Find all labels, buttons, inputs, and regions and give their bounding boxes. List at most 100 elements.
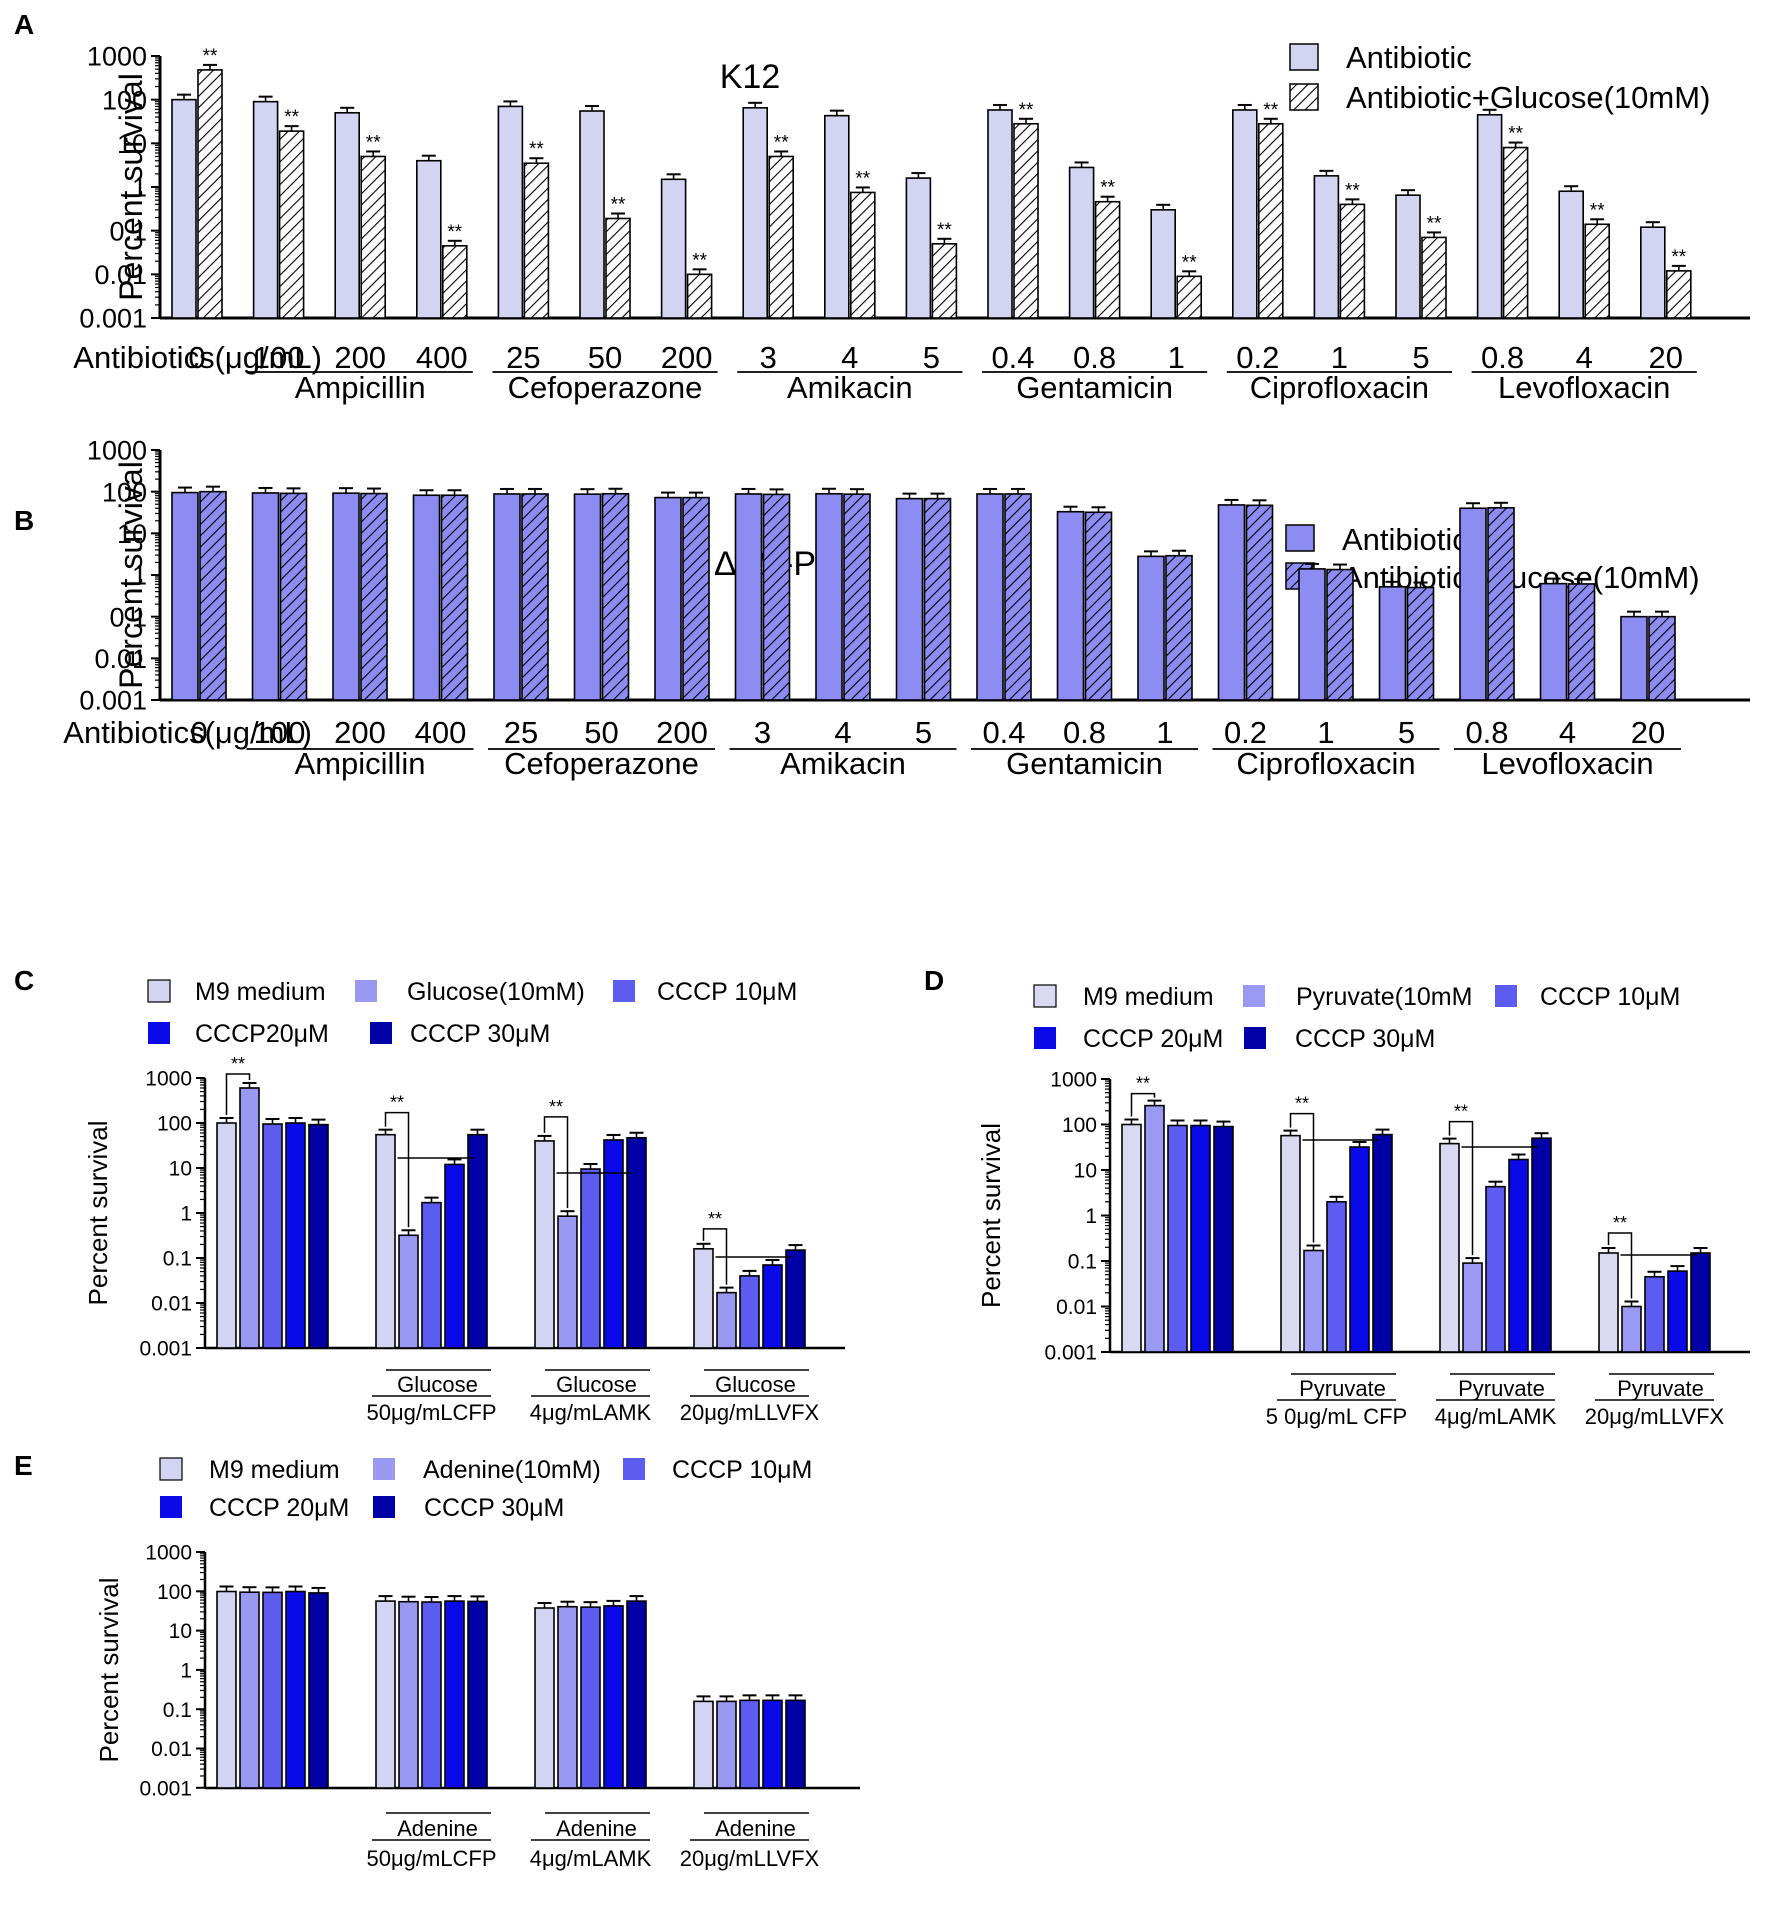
bar-cccp10 bbox=[580, 1606, 601, 1789]
x-dose-label: 3 bbox=[754, 715, 771, 750]
group-label-top: Glucose bbox=[715, 1372, 796, 1397]
legend-label-antibiotic-b: Antibiotic bbox=[1342, 522, 1468, 557]
bar-antibiotic bbox=[332, 492, 360, 701]
y-tick-label: 0.01 bbox=[94, 260, 147, 290]
bar-cccp30 bbox=[308, 1592, 329, 1789]
bar-antibiotic bbox=[1476, 113, 1503, 319]
significance-marker: ** bbox=[1295, 1094, 1309, 1114]
significance-bracket bbox=[225, 1073, 251, 1115]
panel-d-legend: M9 medium Pyruvate(10mM CCCP 10μM CCCP 2… bbox=[1033, 983, 1680, 1053]
y-tick-label: 0.01 bbox=[151, 1293, 192, 1316]
group-label-bottom: 50μg/mLCFP bbox=[366, 1846, 496, 1871]
bar-antibiotic bbox=[415, 159, 442, 319]
bar-cccp30 bbox=[626, 1136, 647, 1349]
bar-m9 bbox=[534, 1607, 555, 1789]
bar-antibiotic-glucose bbox=[923, 497, 952, 701]
drug-label: Gentamicin bbox=[1016, 370, 1173, 405]
group-label-bottom: 50μg/mLCFP bbox=[366, 1400, 496, 1425]
y-tick-label: 0.01 bbox=[151, 1738, 192, 1761]
legend-swatch-c-m9 bbox=[147, 979, 171, 1003]
bar-cccp30 bbox=[1690, 1252, 1711, 1353]
bar-treatment bbox=[1462, 1262, 1483, 1353]
x-dose-label: 1 bbox=[1317, 715, 1334, 750]
x-dose-label: 50 bbox=[588, 340, 622, 375]
bar-antibiotic bbox=[1539, 582, 1568, 701]
bar-m9 bbox=[693, 1248, 714, 1349]
significance-marker: ** bbox=[1590, 200, 1605, 221]
bar-antibiotic bbox=[1137, 555, 1165, 701]
x-dose-label: 0.4 bbox=[982, 715, 1025, 750]
y-tick-label: 0.01 bbox=[94, 644, 147, 674]
legend-swatch-antibiotic-b bbox=[1285, 524, 1315, 552]
group-label-top: Glucose bbox=[556, 1372, 637, 1397]
x-dose-label: 400 bbox=[415, 715, 467, 750]
drug-label: Cefoperazone bbox=[504, 746, 699, 781]
legend-label-e-cccp30: CCCP 30μM bbox=[424, 1494, 564, 1522]
group-label-top: Pyruvate bbox=[1458, 1376, 1545, 1401]
legend-swatch-c-glucose bbox=[355, 980, 377, 1002]
bar-antibiotic-glucose bbox=[199, 490, 227, 701]
bar-cccp30 bbox=[1531, 1137, 1552, 1353]
y-tick-label: 10 bbox=[169, 1158, 192, 1181]
bar-m9 bbox=[1598, 1252, 1619, 1353]
significance-marker: ** bbox=[1508, 124, 1523, 145]
y-tick-label: 1 bbox=[1085, 1205, 1097, 1228]
bar-antibiotic-glucose bbox=[1487, 506, 1515, 701]
bar-cccp20 bbox=[1349, 1146, 1370, 1353]
bar-antibiotic bbox=[1395, 194, 1421, 319]
legend-swatch-e-cccp20 bbox=[160, 1496, 182, 1518]
y-tick-label: 0.1 bbox=[109, 602, 147, 632]
bar-m9 bbox=[1280, 1134, 1301, 1353]
bar-cccp20 bbox=[762, 1699, 783, 1789]
significance-marker: ** bbox=[366, 132, 381, 153]
significance-marker: ** bbox=[611, 194, 626, 215]
panel-label-c: C bbox=[14, 965, 34, 996]
bar-m9 bbox=[375, 1600, 396, 1789]
legend-label-d-cccp30: CCCP 30μM bbox=[1295, 1025, 1435, 1053]
bar-antibiotic-glucose bbox=[521, 493, 549, 701]
bar-antibiotic bbox=[252, 100, 279, 319]
y-tick-label: 0.001 bbox=[79, 686, 147, 716]
significance-bracket bbox=[1289, 1112, 1315, 1243]
significance-marker: ** bbox=[1100, 178, 1115, 199]
y-tick-label: 1000 bbox=[145, 1068, 192, 1091]
panel-d-plot: 1000 100 10 1 0.1 0.01 0.001 Percent survival Py… bbox=[976, 1069, 1750, 1429]
bar-antibiotic-glucose bbox=[1084, 511, 1113, 701]
y-tick-label: 1000 bbox=[1050, 1069, 1097, 1092]
y-tick-label: 10 bbox=[1074, 1160, 1097, 1183]
bar-antibiotic-glucose bbox=[849, 191, 876, 319]
significance-marker: ** bbox=[1454, 1102, 1468, 1122]
bar-antibiotic-glucose bbox=[1258, 122, 1284, 319]
bar-treatment bbox=[398, 1600, 419, 1789]
legend-swatch-e-m9 bbox=[159, 1457, 183, 1481]
bar-antibiotic bbox=[497, 105, 524, 319]
y-tick-label: 0.001 bbox=[139, 1777, 192, 1800]
y-axis-title: Percent survival bbox=[976, 1123, 1006, 1308]
y-tick-label: 1 bbox=[132, 561, 147, 591]
bar-treatment bbox=[239, 1087, 260, 1349]
bar-cccp10 bbox=[421, 1601, 442, 1789]
bar-antibiotic-glucose bbox=[1339, 203, 1366, 319]
legend-label-d-cccp20: CCCP 20μM bbox=[1083, 1025, 1223, 1053]
bar-cccp20 bbox=[1508, 1158, 1529, 1353]
x-dose-label: 0.2 bbox=[1224, 715, 1267, 750]
bar-antibiotic bbox=[815, 492, 843, 701]
panel-a: K12 Antibiotic Antibiotic+Glucose(10mM) … bbox=[73, 40, 1750, 405]
panel-c-plot: 1000 100 10 1 0.1 0.01 0.001 Percent survival Gl… bbox=[83, 1054, 845, 1425]
bar-cccp10 bbox=[580, 1168, 601, 1349]
y-axis-title: Percent survival bbox=[113, 461, 149, 689]
bar-cccp10 bbox=[739, 1275, 760, 1349]
drug-label: Ciprofloxacin bbox=[1236, 746, 1415, 781]
bar-antibiotic bbox=[905, 177, 932, 319]
significance-bracket bbox=[1130, 1092, 1156, 1117]
bar-antibiotic bbox=[1558, 190, 1584, 319]
drug-label: Levofloxacin bbox=[1498, 370, 1670, 405]
bar-treatment bbox=[239, 1591, 260, 1789]
bar-antibiotic-glucose bbox=[1013, 122, 1039, 319]
x-dose-label: 5 bbox=[923, 340, 940, 375]
significance-bracket bbox=[1448, 1120, 1474, 1256]
bar-m9 bbox=[375, 1133, 396, 1349]
bar-antibiotic bbox=[1068, 166, 1095, 319]
